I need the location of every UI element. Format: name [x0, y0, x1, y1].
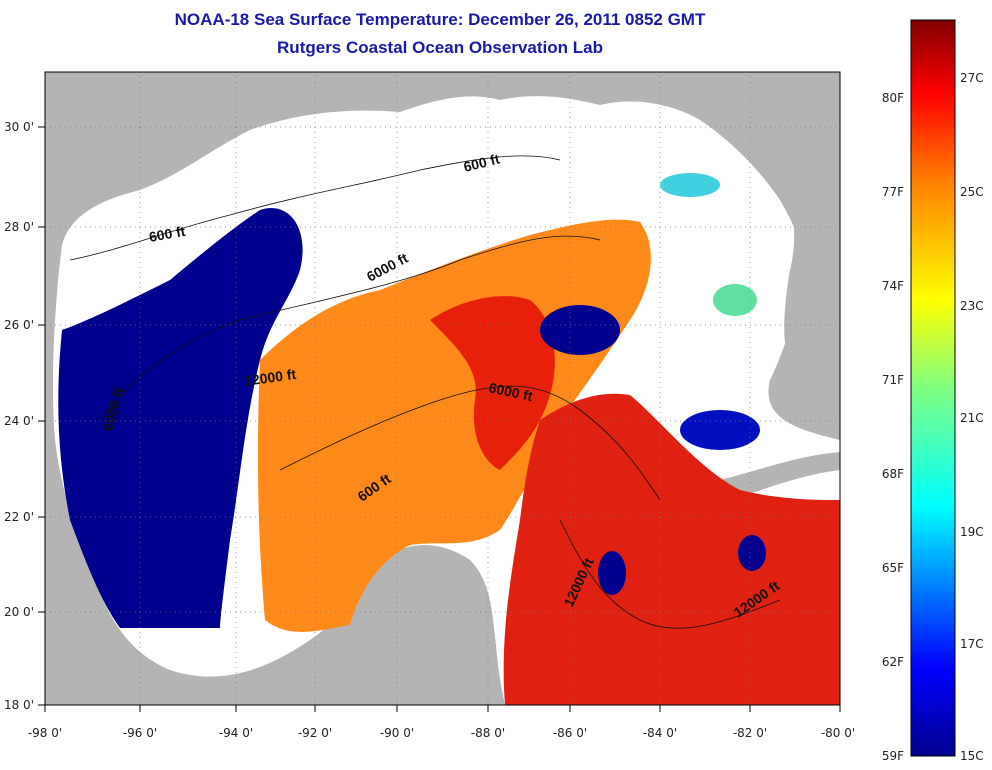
colorbar-celsius-labels: 27C 25C 23C 21C 19C 17C 15C	[960, 71, 984, 763]
sst-cold-patch	[598, 551, 626, 595]
sst-cold-region	[58, 208, 303, 628]
contour-line	[99, 235, 601, 421]
colorbar-c-label: 27C	[960, 71, 984, 85]
lat-tick-label: 26 0'	[4, 318, 34, 332]
lat-tick-label: 24 0'	[4, 414, 34, 428]
lat-tick-label: 20 0'	[4, 605, 34, 619]
colorbar-c-label: 23C	[960, 299, 984, 313]
sst-cool-patch	[713, 284, 757, 316]
longitude-axis: -98 0' -96 0' -94 0' -92 0' -90 0' -88 0…	[28, 726, 855, 740]
lon-tick-label: -82 0'	[733, 726, 767, 740]
colorbar-f-label: 68F	[882, 467, 904, 481]
map-border-ticks	[38, 126, 841, 712]
colorbar-f-label: 65F	[882, 561, 904, 575]
contour-line	[69, 155, 561, 261]
colorbar-c-label: 19C	[960, 525, 984, 539]
contour-label: 12000 ft	[243, 366, 297, 389]
lon-tick-label: -90 0'	[380, 726, 414, 740]
lat-tick-label: 22 0'	[4, 510, 34, 524]
colorbar-c-label: 21C	[960, 411, 984, 425]
sst-cold-patch	[680, 410, 760, 450]
latitude-axis: 30 0' 28 0' 26 0' 24 0' 22 0' 20 0' 18 0…	[4, 120, 34, 712]
contour-line	[279, 385, 661, 501]
map-title: NOAA-18 Sea Surface Temperature: Decembe…	[174, 10, 706, 29]
colorbar-c-label: 15C	[960, 749, 984, 763]
map-grid	[45, 72, 840, 705]
sst-caribbean-region	[503, 393, 840, 705]
lon-tick-label: -88 0'	[471, 726, 505, 740]
lon-tick-label: -84 0'	[643, 726, 677, 740]
colorbar-f-label: 77F	[882, 185, 904, 199]
lat-tick-label: 18 0'	[4, 698, 34, 712]
colorbar-f-label: 71F	[882, 373, 904, 387]
sst-cool-patch	[660, 173, 720, 197]
colorbar-c-label: 25C	[960, 185, 984, 199]
lon-tick-label: -94 0'	[219, 726, 253, 740]
map-frame	[44, 71, 841, 706]
lon-tick-label: -86 0'	[553, 726, 587, 740]
yucatan-land	[330, 545, 505, 705]
lat-tick-label: 28 0'	[4, 220, 34, 234]
colorbar-f-label: 74F	[882, 279, 904, 293]
colorbar-f-label: 80F	[882, 91, 904, 105]
sst-loop-current	[430, 296, 555, 470]
colorbar	[910, 19, 956, 757]
colorbar-f-label: 59F	[882, 749, 904, 763]
colorbar-c-label: 17C	[960, 637, 984, 651]
lon-tick-label: -96 0'	[123, 726, 157, 740]
colorbar-fahrenheit-labels: 80F 77F 74F 71F 68F 65F 62F 59F	[882, 91, 904, 763]
lon-tick-label: -92 0'	[298, 726, 332, 740]
contour-label: 600 ft	[148, 223, 187, 245]
lon-tick-label: -98 0'	[28, 726, 62, 740]
sst-cold-patch	[540, 305, 620, 355]
contour-line	[559, 519, 781, 629]
colorbar-f-label: 62F	[882, 655, 904, 669]
florida-land	[770, 72, 840, 365]
map-subtitle: Rutgers Coastal Ocean Observation Lab	[277, 38, 603, 57]
lon-tick-label: -80 0'	[821, 726, 855, 740]
sst-cold-patch	[738, 535, 766, 571]
lat-tick-label: 30 0'	[4, 120, 34, 134]
